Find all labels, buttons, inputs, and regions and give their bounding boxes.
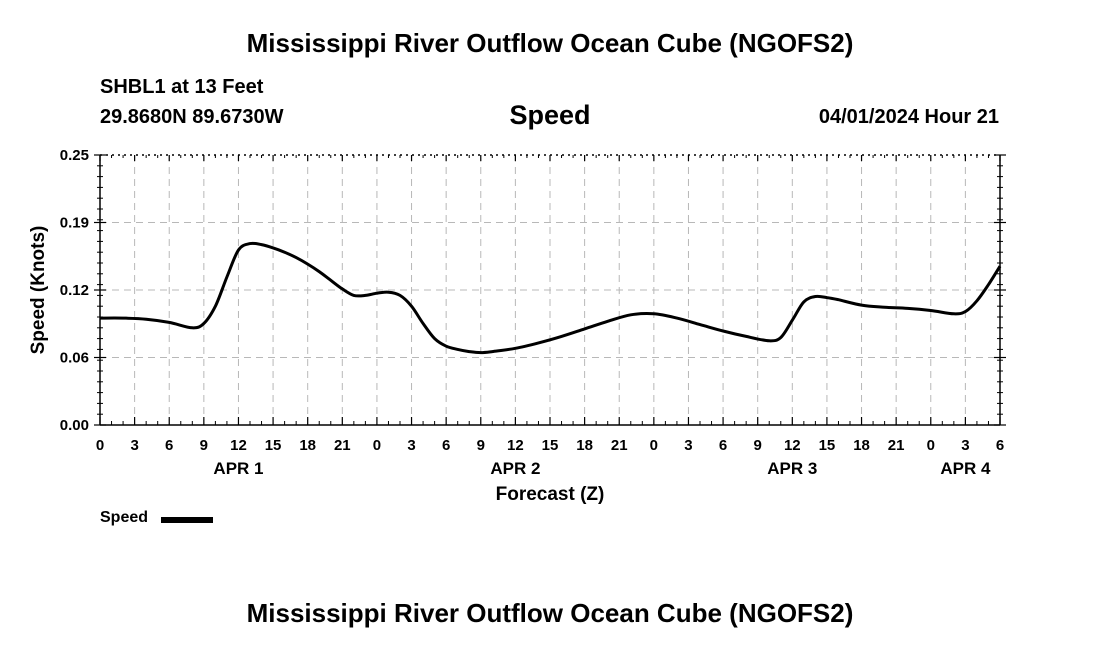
x-tick-label: 0 [927,437,935,454]
y-tick-label: 0.06 [60,350,89,367]
x-tick-label: 6 [442,437,450,454]
series [99,241,1002,355]
x-tick-label: 6 [719,437,727,454]
x-tick-label: 6 [165,437,173,454]
chart-title: Mississippi River Outflow Ocean Cube (NG… [246,28,854,58]
x-tick-label: 21 [611,437,628,454]
y-tick-label: 0.19 [60,215,89,232]
day-label: APR 1 [213,459,263,478]
day-label: APR 2 [490,459,540,478]
axes [94,154,1006,426]
x-tick-label: 9 [477,437,485,454]
x-tick-label: 3 [961,437,969,454]
x-tick-label: 12 [507,437,524,454]
x-tick-label: 18 [853,437,870,454]
x-tick-label: 3 [407,437,415,454]
x-tick-label: 3 [684,437,692,454]
x-tick-label: 0 [96,437,104,454]
y-tick-label: 0.25 [60,147,89,164]
x-tick-label: 15 [265,437,282,454]
footer-title: Mississippi River Outflow Ocean Cube (NG… [246,598,854,628]
day-label: APR 4 [940,459,991,478]
x-tick-label: 9 [754,437,762,454]
datetime-label: 04/01/2024 Hour 21 [818,106,999,128]
x-tick-label: 21 [888,437,905,454]
x-tick-label: 18 [576,437,593,454]
coordinates-label: 29.8680N 89.6730W [100,106,284,128]
station-label: SHBL1 at 13 Feet [100,76,264,98]
speed-series-line [99,241,1002,355]
x-tick-label: 6 [996,437,1004,454]
y-tick-label: 0.12 [60,282,89,299]
x-tick-label: 0 [650,437,658,454]
x-tick-label: 0 [373,437,381,454]
x-tick-label: 15 [819,437,836,454]
x-tick-label: 18 [299,437,316,454]
x-tick-label: 9 [200,437,208,454]
y-axis-label: Speed (Knots) [28,226,49,355]
x-tick-label: 21 [334,437,351,454]
legend-label: Speed [100,509,149,526]
axis-labels: 0 3 6 9 12 15 18 21 0 3 6 9 12 15 18 21 0 3 6 9 12 15 18 21 0 3 6 0… [28,147,1004,505]
grid [100,155,1000,425]
x-tick-label: 15 [542,437,559,454]
x-tick-label: 12 [784,437,801,454]
x-axis-label: Forecast (Z) [496,484,605,505]
day-label: APR 3 [767,459,817,478]
x-tick-label: 3 [130,437,138,454]
y-tick-label: 0.00 [60,417,89,434]
x-tick-label: 12 [230,437,247,454]
legend-swatch [161,517,213,523]
parameter-title: Speed [509,100,591,130]
